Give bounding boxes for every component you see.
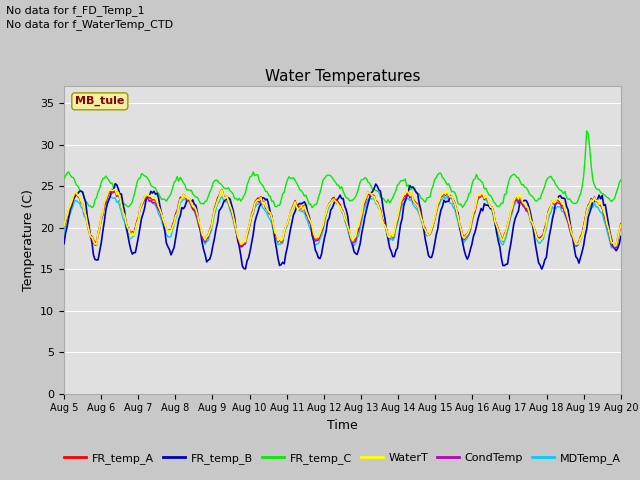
Text: No data for f_WaterTemp_CTD: No data for f_WaterTemp_CTD (6, 19, 173, 30)
Text: MB_tule: MB_tule (75, 96, 125, 107)
Y-axis label: Temperature (C): Temperature (C) (22, 189, 35, 291)
Title: Water Temperatures: Water Temperatures (265, 69, 420, 84)
Legend: FR_temp_A, FR_temp_B, FR_temp_C, WaterT, CondTemp, MDTemp_A: FR_temp_A, FR_temp_B, FR_temp_C, WaterT,… (60, 448, 625, 468)
X-axis label: Time: Time (327, 419, 358, 432)
Text: No data for f_FD_Temp_1: No data for f_FD_Temp_1 (6, 5, 145, 16)
